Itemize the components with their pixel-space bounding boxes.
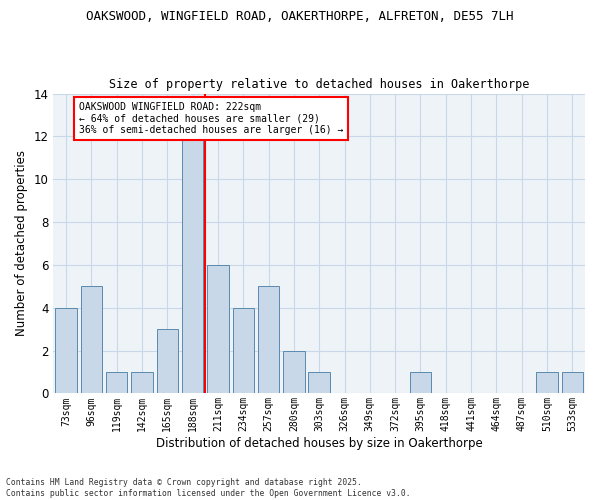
Bar — [80, 286, 102, 394]
Bar — [562, 372, 583, 394]
Bar — [157, 329, 178, 394]
Bar — [283, 350, 305, 394]
Bar — [410, 372, 431, 394]
Bar — [106, 372, 127, 394]
Title: Size of property relative to detached houses in Oakerthorpe: Size of property relative to detached ho… — [109, 78, 529, 91]
Bar — [308, 372, 330, 394]
Bar — [131, 372, 153, 394]
Bar — [536, 372, 558, 394]
Bar — [182, 136, 203, 394]
Bar — [258, 286, 280, 394]
Bar — [233, 308, 254, 394]
Y-axis label: Number of detached properties: Number of detached properties — [15, 150, 28, 336]
Text: OAKSWOOD, WINGFIELD ROAD, OAKERTHORPE, ALFRETON, DE55 7LH: OAKSWOOD, WINGFIELD ROAD, OAKERTHORPE, A… — [86, 10, 514, 23]
Text: Contains HM Land Registry data © Crown copyright and database right 2025.
Contai: Contains HM Land Registry data © Crown c… — [6, 478, 410, 498]
X-axis label: Distribution of detached houses by size in Oakerthorpe: Distribution of detached houses by size … — [156, 437, 482, 450]
Bar — [207, 265, 229, 394]
Bar — [55, 308, 77, 394]
Text: OAKSWOOD WINGFIELD ROAD: 222sqm
← 64% of detached houses are smaller (29)
36% of: OAKSWOOD WINGFIELD ROAD: 222sqm ← 64% of… — [79, 102, 343, 136]
